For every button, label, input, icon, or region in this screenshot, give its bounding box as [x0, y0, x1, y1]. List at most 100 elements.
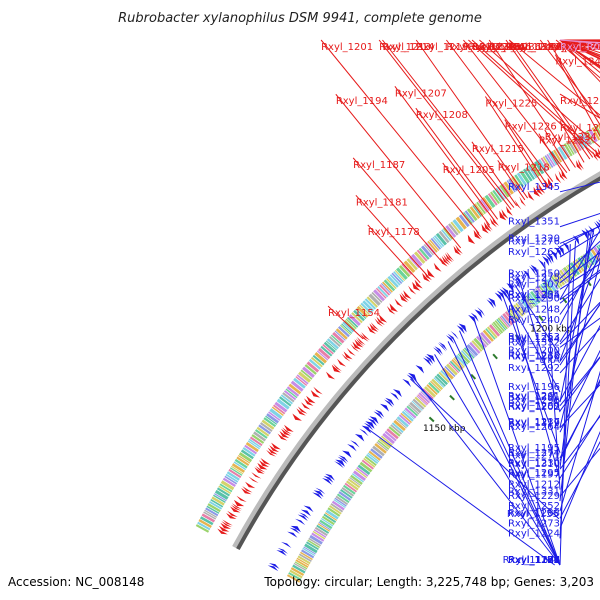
cog-block [332, 331, 345, 344]
forward-gene-arrow [334, 461, 344, 469]
leader-line [559, 258, 600, 428]
forward-gene-arrow [494, 292, 503, 302]
cog-block [516, 172, 527, 186]
reverse-gene-arrow [233, 499, 245, 507]
forward-gene-arrow [373, 411, 383, 420]
reverse-gene-arrow [467, 234, 476, 245]
leader-line [463, 39, 568, 174]
cog-block [418, 392, 431, 404]
cog-block [542, 156, 552, 170]
reverse-gene-arrow [389, 303, 398, 312]
cog-block [325, 509, 339, 520]
leader-line [559, 231, 600, 258]
leader-line [559, 324, 600, 402]
leader-line [559, 250, 600, 361]
forward-gene-arrow [488, 297, 496, 308]
cog-block [296, 374, 309, 385]
cog-block [380, 435, 393, 446]
cog-block [298, 553, 312, 562]
genome-backbone [232, 171, 600, 551]
reverse-gene-arrow [242, 486, 253, 493]
cog-block [403, 409, 415, 420]
cog-block [335, 328, 348, 340]
kbp-label: 1150 kbp [423, 424, 466, 434]
cog-block [398, 414, 411, 425]
cog-block [286, 386, 300, 397]
forward-gene-arrow [322, 477, 332, 485]
forward-gene-arrow [415, 365, 425, 374]
reverse-gene-arrow [230, 506, 241, 513]
cog-block [209, 500, 223, 510]
reverse-gene-arrow [481, 223, 489, 234]
cog-block [311, 532, 325, 542]
cog-block [487, 193, 498, 206]
leader-line [559, 378, 600, 461]
cog-block [567, 140, 577, 154]
cog-block [496, 318, 507, 331]
cog-block [562, 266, 574, 280]
cog-block [409, 401, 422, 414]
forward-gene-arrow [297, 514, 308, 521]
forward-gene-arrow [572, 235, 580, 246]
cog-block [401, 263, 413, 275]
leader-line [555, 39, 600, 79]
reverse-gene-arrow [561, 169, 568, 180]
forward-gene-arrow [470, 312, 479, 322]
cog-block [360, 302, 372, 314]
gene-label: Rxyl_1269 [560, 42, 600, 53]
cog-block [554, 272, 566, 286]
forward-gene-arrow [422, 357, 432, 366]
leader-line [508, 39, 600, 116]
reverse-gene-arrow [248, 476, 259, 483]
cog-block [528, 292, 539, 306]
cog-block [444, 365, 456, 378]
gene-label: Rxyl_1215 [472, 144, 524, 155]
gene-labels: Rxyl_1276Rxyl_1275Rxyl_1294Rxyl_1266Rxyl… [321, 42, 600, 566]
cog-block [314, 526, 328, 537]
cog-block [450, 221, 461, 234]
reverse-gene-arrow [217, 528, 228, 535]
cog-block [379, 284, 391, 296]
cog-block [530, 290, 541, 304]
gene-label: Rxyl_1253 [508, 332, 560, 343]
cog-block [584, 252, 595, 266]
cog-block [448, 223, 459, 236]
cog-block [302, 366, 315, 378]
reverse-gene-arrow [369, 323, 379, 332]
forward-gene-arrow [290, 525, 301, 533]
cog-block [234, 458, 248, 469]
cog-block [403, 260, 416, 274]
forward-gene-arrow [544, 254, 552, 265]
cog-block [345, 480, 359, 491]
gene-label: Rxyl_1218 [498, 162, 550, 173]
reverse-gene-arrow [484, 222, 492, 232]
cog-block [336, 493, 350, 504]
cog-block [211, 496, 225, 506]
gene-label: Rxyl_1239 [560, 123, 600, 134]
cog-block [416, 249, 428, 262]
gene-label: Rxyl_1224 [508, 528, 560, 539]
reverse-gene-arrow [554, 173, 562, 184]
cog-block [377, 439, 390, 450]
cog-block [293, 377, 306, 389]
cog-block [458, 351, 471, 364]
gene-label: Rxyl_1284 [508, 334, 560, 345]
forward-gene-arrow [402, 378, 412, 388]
gene-label: Rxyl_1249 [548, 42, 600, 53]
leader-line [559, 303, 600, 366]
gene-label: Rxyl_R0019 [560, 42, 600, 53]
cog-block [502, 313, 514, 326]
forward-gene-arrow [554, 247, 562, 258]
gene-label: Rxyl_1261 [508, 391, 560, 402]
forward-gene-arrow [450, 330, 459, 340]
cog-block [273, 404, 286, 415]
leader-line [559, 301, 600, 345]
leader-line [518, 280, 561, 413]
cog-block [312, 530, 326, 540]
cog-block [294, 561, 308, 570]
cog-block [449, 360, 461, 372]
cog-block [349, 476, 362, 487]
leader-line [452, 336, 561, 566]
forward-gene-arrow [315, 487, 326, 495]
cog-block [382, 432, 395, 445]
